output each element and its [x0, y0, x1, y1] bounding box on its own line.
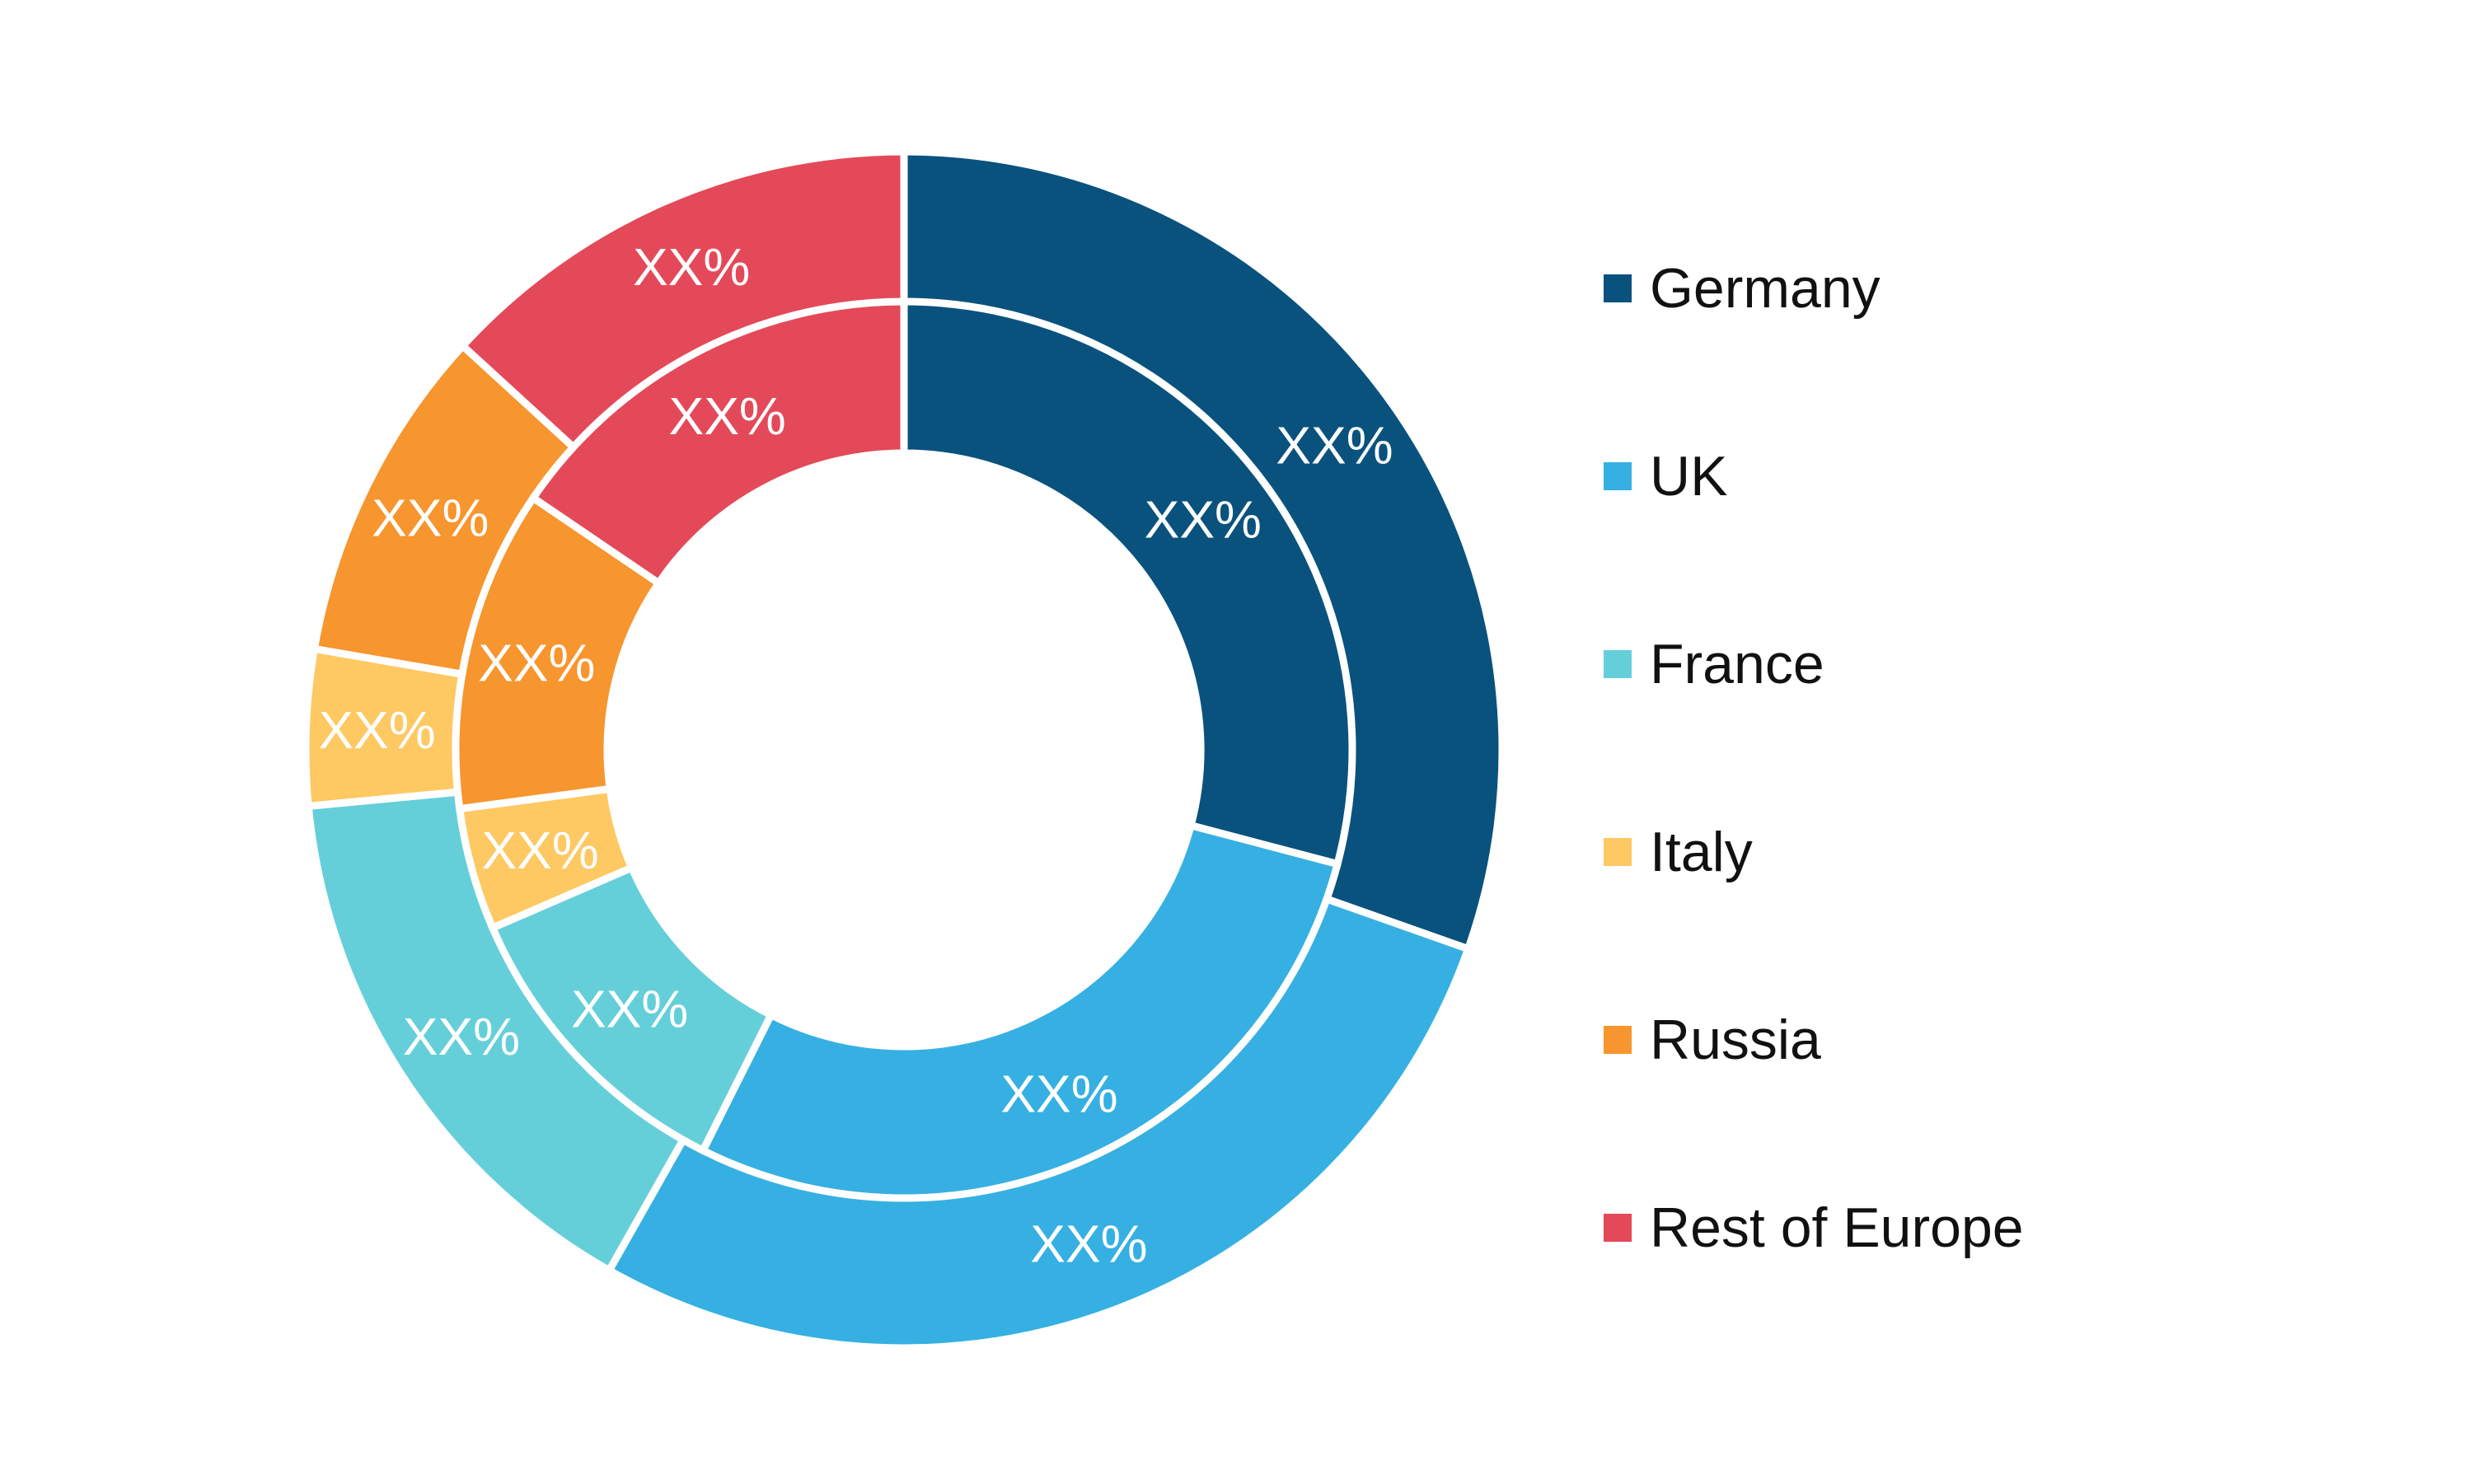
- inner-ring-label-france: XX%: [571, 980, 688, 1039]
- legend-swatch-germany: [1604, 274, 1632, 302]
- legend-swatch-rest-of-europe: [1604, 1214, 1632, 1242]
- legend-label-italy: Italy: [1650, 821, 1753, 883]
- legend-label-germany: Germany: [1650, 257, 1881, 320]
- inner-ring-slice-uk: [698, 821, 1342, 1202]
- outer-ring-label-uk: XX%: [1030, 1214, 1147, 1273]
- legend-swatch-italy: [1604, 838, 1632, 866]
- legend-label-russia: Russia: [1650, 1009, 1821, 1071]
- chart-slice-labels: XX%XX%XX%XX%XX%XX%XX%XX%XX%XX%XX%XX%: [318, 237, 1393, 1273]
- legend-swatch-russia: [1604, 1026, 1632, 1054]
- chart-legend: Germany UK France Italy Russia Rest of Europe: [1604, 257, 2024, 1259]
- outer-ring-label-russia: XX%: [372, 488, 489, 547]
- inner-ring-label-uk: XX%: [1000, 1064, 1117, 1123]
- inner-ring-label-italy: XX%: [481, 821, 598, 880]
- legend-label-france: France: [1650, 633, 1824, 695]
- inner-ring-label-rest-of-europe: XX%: [669, 386, 786, 446]
- inner-ring-slice-rest-of-europe: [527, 297, 908, 588]
- legend-swatch-france: [1604, 650, 1632, 678]
- inner-ring-label-germany: XX%: [1145, 489, 1262, 549]
- outer-ring-label-italy: XX%: [318, 700, 435, 760]
- inner-ring-slice-germany: [900, 297, 1356, 869]
- legend-swatch-uk: [1604, 462, 1632, 490]
- outer-ring-label-rest-of-europe: XX%: [633, 237, 750, 297]
- outer-ring-label-france: XX%: [403, 1007, 520, 1066]
- chart-rings: [302, 147, 1506, 1352]
- legend-label-uk: UK: [1650, 445, 1727, 508]
- inner-ring-label-russia: XX%: [478, 633, 595, 692]
- legend-label-rest-of-europe: Rest of Europe: [1650, 1196, 2024, 1259]
- outer-ring-label-germany: XX%: [1276, 415, 1393, 475]
